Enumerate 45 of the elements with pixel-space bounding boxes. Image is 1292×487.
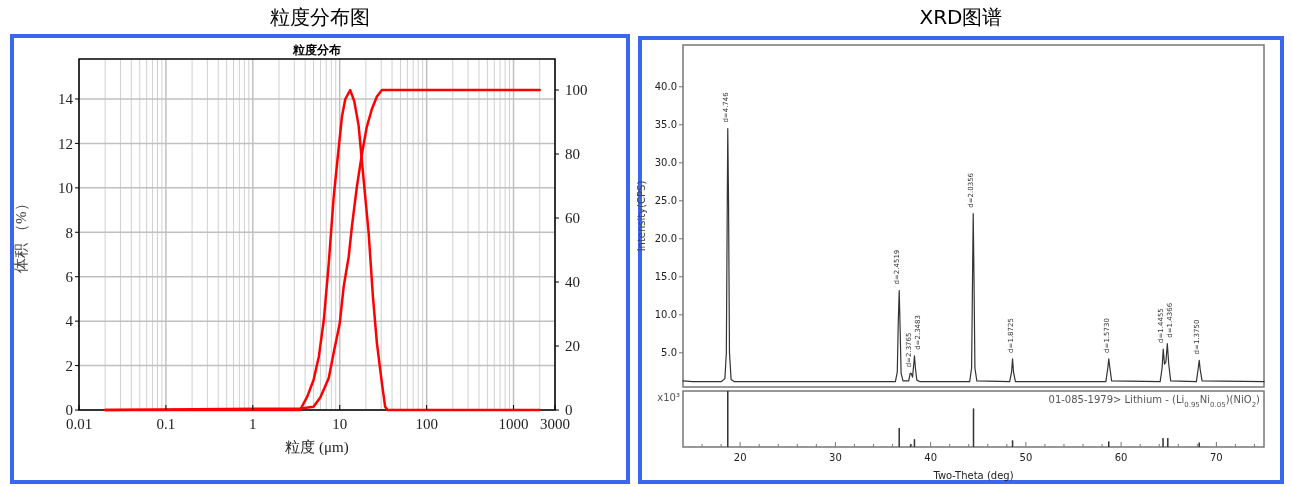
y2-tick-label: 40 <box>565 274 580 291</box>
y-tick-label: 5.0 <box>661 347 677 359</box>
y-tick-label: 14 <box>58 91 74 108</box>
y-tick-label: 40.0 <box>654 81 677 93</box>
y2-tick-label: 100 <box>565 82 588 99</box>
x-tick-label: 3000 <box>540 416 570 432</box>
y-tick-label: 0 <box>65 402 73 419</box>
chart-subtitle: 粒度分布 <box>292 43 341 57</box>
x-tick-label: 70 <box>1210 452 1223 463</box>
x-tick-label: 40 <box>924 452 938 463</box>
y-tick-label: 10.0 <box>654 309 677 321</box>
y-tick-label: 10 <box>58 180 73 197</box>
y-tick-label: 12 <box>58 135 73 152</box>
y-axis-title: Intensity(CPS) <box>636 180 647 252</box>
x-tick-label: 10 <box>332 416 348 432</box>
x-tick-label: 100 <box>415 416 438 432</box>
x-tick-label: 1 <box>249 416 257 432</box>
x-tick-label: 20 <box>733 452 747 463</box>
text: x10³ <box>657 392 680 403</box>
y-tick-label: 20.0 <box>654 233 677 245</box>
line-series <box>682 128 1265 383</box>
y-tick-label: 30.0 <box>654 157 677 169</box>
y-tick-label: 4 <box>65 313 74 330</box>
x-axis-title: Two-Theta (deg) <box>932 470 1014 481</box>
y-tick-label: 35.0 <box>654 119 677 131</box>
y2-tick-label: 80 <box>565 146 580 163</box>
x-tick-label: 1000 <box>498 416 529 432</box>
y2-tick-label: 0 <box>565 402 573 419</box>
y-axis-title: 体积 （%） <box>13 196 29 273</box>
x-axis-title: 粒度 (μm) <box>285 439 349 456</box>
chart-title: 粒度分布图 <box>270 5 370 29</box>
y-tick-label: 8 <box>65 224 73 241</box>
y-tick-label: 6 <box>65 268 74 285</box>
x-tick-label: 0.1 <box>156 416 176 432</box>
y2-tick-label: 60 <box>565 210 580 227</box>
y-tick-label: 15.0 <box>654 271 677 283</box>
x-tick-label: 50 <box>1019 452 1033 463</box>
x-tick-label: 0.01 <box>65 416 93 432</box>
y-tick-label: 2 <box>65 357 73 374</box>
y-tick-label: 25.0 <box>654 195 677 207</box>
x-tick-label: 30 <box>829 452 842 463</box>
y2-tick-label: 20 <box>565 338 580 355</box>
annotation: 01-085-1979> Lithium - (Li$_{0.95}$Ni$_{0.05}$)(NiO$_{2}$) <box>1048 394 1261 409</box>
chart-title: XRD图谱 <box>919 5 1003 29</box>
x-tick-label: 60 <box>1114 452 1128 463</box>
